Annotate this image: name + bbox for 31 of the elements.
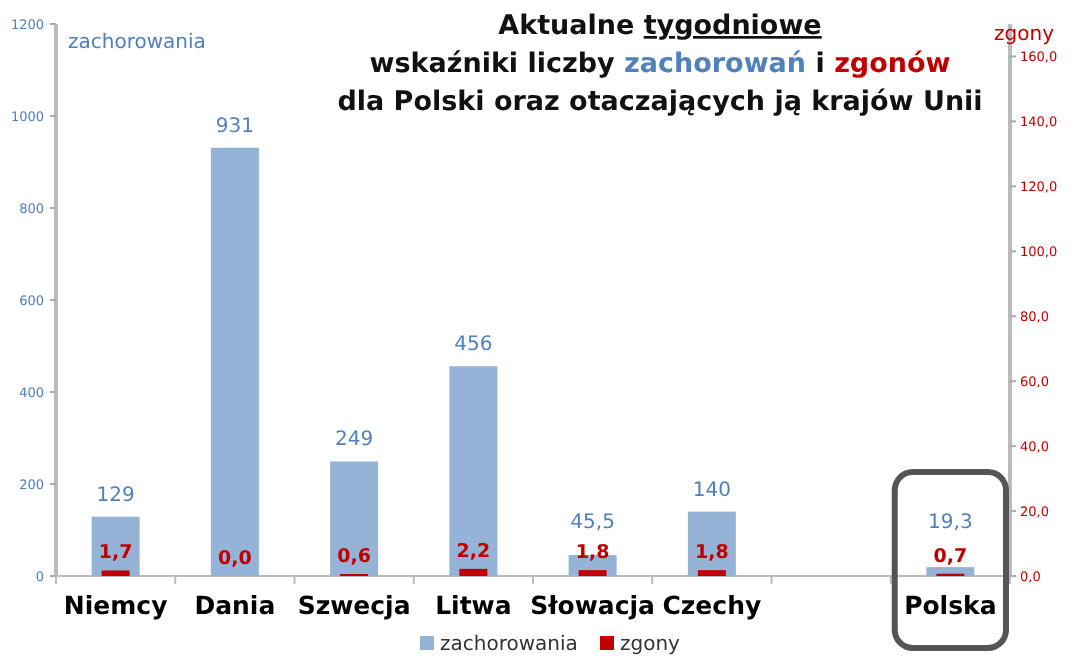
bar	[687, 511, 736, 576]
x-tick-label: Dania	[194, 590, 276, 620]
data-label: 931	[215, 115, 254, 138]
data-label: 45,5	[570, 512, 615, 534]
data-label: 249	[335, 429, 374, 452]
data-label: 1,8	[575, 542, 611, 565]
x-tick-label: Słowacja	[530, 590, 655, 620]
data-label: 140	[692, 479, 731, 502]
x-tick-label: Czechy	[662, 590, 762, 620]
bar	[330, 461, 379, 576]
legend-label: zachorowania	[440, 634, 578, 656]
data-label: 456	[454, 334, 493, 357]
x-tick-label: Polska	[904, 590, 997, 620]
legend-label: zgony	[620, 634, 681, 656]
data-label: 1,8	[695, 542, 730, 565]
y2-axis-title: zgony	[994, 24, 1055, 46]
data-label: 0,0	[218, 548, 253, 570]
x-tick-label: Litwa	[435, 590, 512, 620]
chart-title: Aktualne tygodniowe wskaźniki liczby zachorowań i zgonów dla Polski oraz otaczających ją krajów Unii	[337, 10, 983, 118]
y-axis-title: zachorowania	[68, 32, 206, 54]
bar	[449, 366, 498, 576]
x-tick-label: Szwecja	[297, 590, 411, 620]
data-label: 19,3	[928, 512, 973, 534]
data-label: 129	[96, 484, 135, 507]
data-label: 2,2	[456, 540, 491, 563]
x-tick-label: Niemcy	[63, 590, 168, 620]
data-label: 0,7	[933, 545, 968, 568]
bar	[91, 516, 140, 576]
data-label: 1,7	[98, 542, 133, 565]
data-label: 0,6	[337, 546, 372, 569]
bar	[210, 147, 259, 576]
